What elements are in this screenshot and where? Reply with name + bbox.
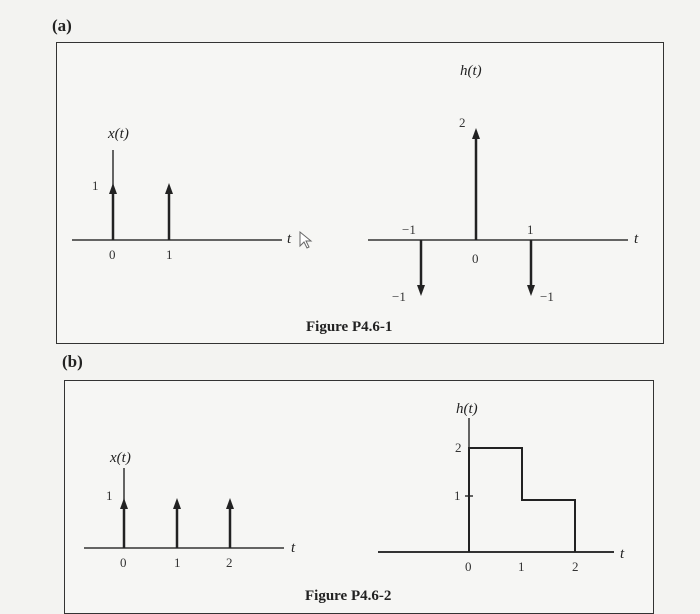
tick-label: 2 <box>572 559 579 574</box>
neg-left-label: −1 <box>392 289 406 304</box>
axis-var-label: t <box>620 546 625 562</box>
impulse-arrowhead <box>120 498 128 509</box>
figure-caption-a: Figure P4.6-1 <box>306 319 392 335</box>
part-a-h-plot: h(t) t 2 −1 0 1 −1 −1 <box>368 63 639 304</box>
tick-label: 1 <box>174 555 181 570</box>
neg-right-label: −1 <box>540 289 554 304</box>
tick-label: 1 <box>527 222 534 237</box>
y-tick-label: 2 <box>455 440 462 455</box>
tick-label: 2 <box>226 555 233 570</box>
tick-label: 0 <box>120 555 127 570</box>
impulse-arrowhead <box>109 183 117 194</box>
amp-label: 1 <box>92 178 99 193</box>
tick-label: 0 <box>472 251 479 266</box>
part-b-h-plot: h(t) 2 1 t 0 1 2 <box>378 401 625 574</box>
h-staircase <box>468 447 576 552</box>
impulse-arrowhead <box>417 285 425 296</box>
x-plot-title: x(t) <box>109 450 131 466</box>
tick-label: 0 <box>465 559 472 574</box>
axis-var-label: t <box>287 231 292 247</box>
impulse-arrowhead <box>472 128 480 139</box>
cursor-icon <box>299 230 313 249</box>
tick-label: 1 <box>518 559 525 574</box>
tick-label: 1 <box>166 247 173 262</box>
tick-label: −1 <box>402 222 416 237</box>
x-plot-title: x(t) <box>107 126 129 142</box>
impulse-arrowhead <box>173 498 181 509</box>
axis-var-label: t <box>634 231 639 247</box>
part-b-label: (b) <box>62 352 83 371</box>
impulse-arrowhead <box>527 285 535 296</box>
part-a-x-plot: x(t) 1 t 0 1 <box>72 126 313 262</box>
part-a-label: (a) <box>52 16 72 35</box>
part-b-x-plot: x(t) 1 t 0 1 2 <box>84 450 296 570</box>
impulse-arrowhead <box>165 183 173 194</box>
tick-label: 0 <box>109 247 116 262</box>
figure-caption-b: Figure P4.6-2 <box>305 588 391 604</box>
h-plot-title: h(t) <box>460 63 482 79</box>
axis-var-label: t <box>291 540 296 556</box>
peak-label: 2 <box>459 115 466 130</box>
y-tick-label: 1 <box>454 488 461 503</box>
panel-a <box>56 42 664 344</box>
amp-label: 1 <box>106 488 113 503</box>
panel-b <box>64 380 654 614</box>
h-plot-title: h(t) <box>456 401 478 417</box>
impulse-arrowhead <box>226 498 234 509</box>
